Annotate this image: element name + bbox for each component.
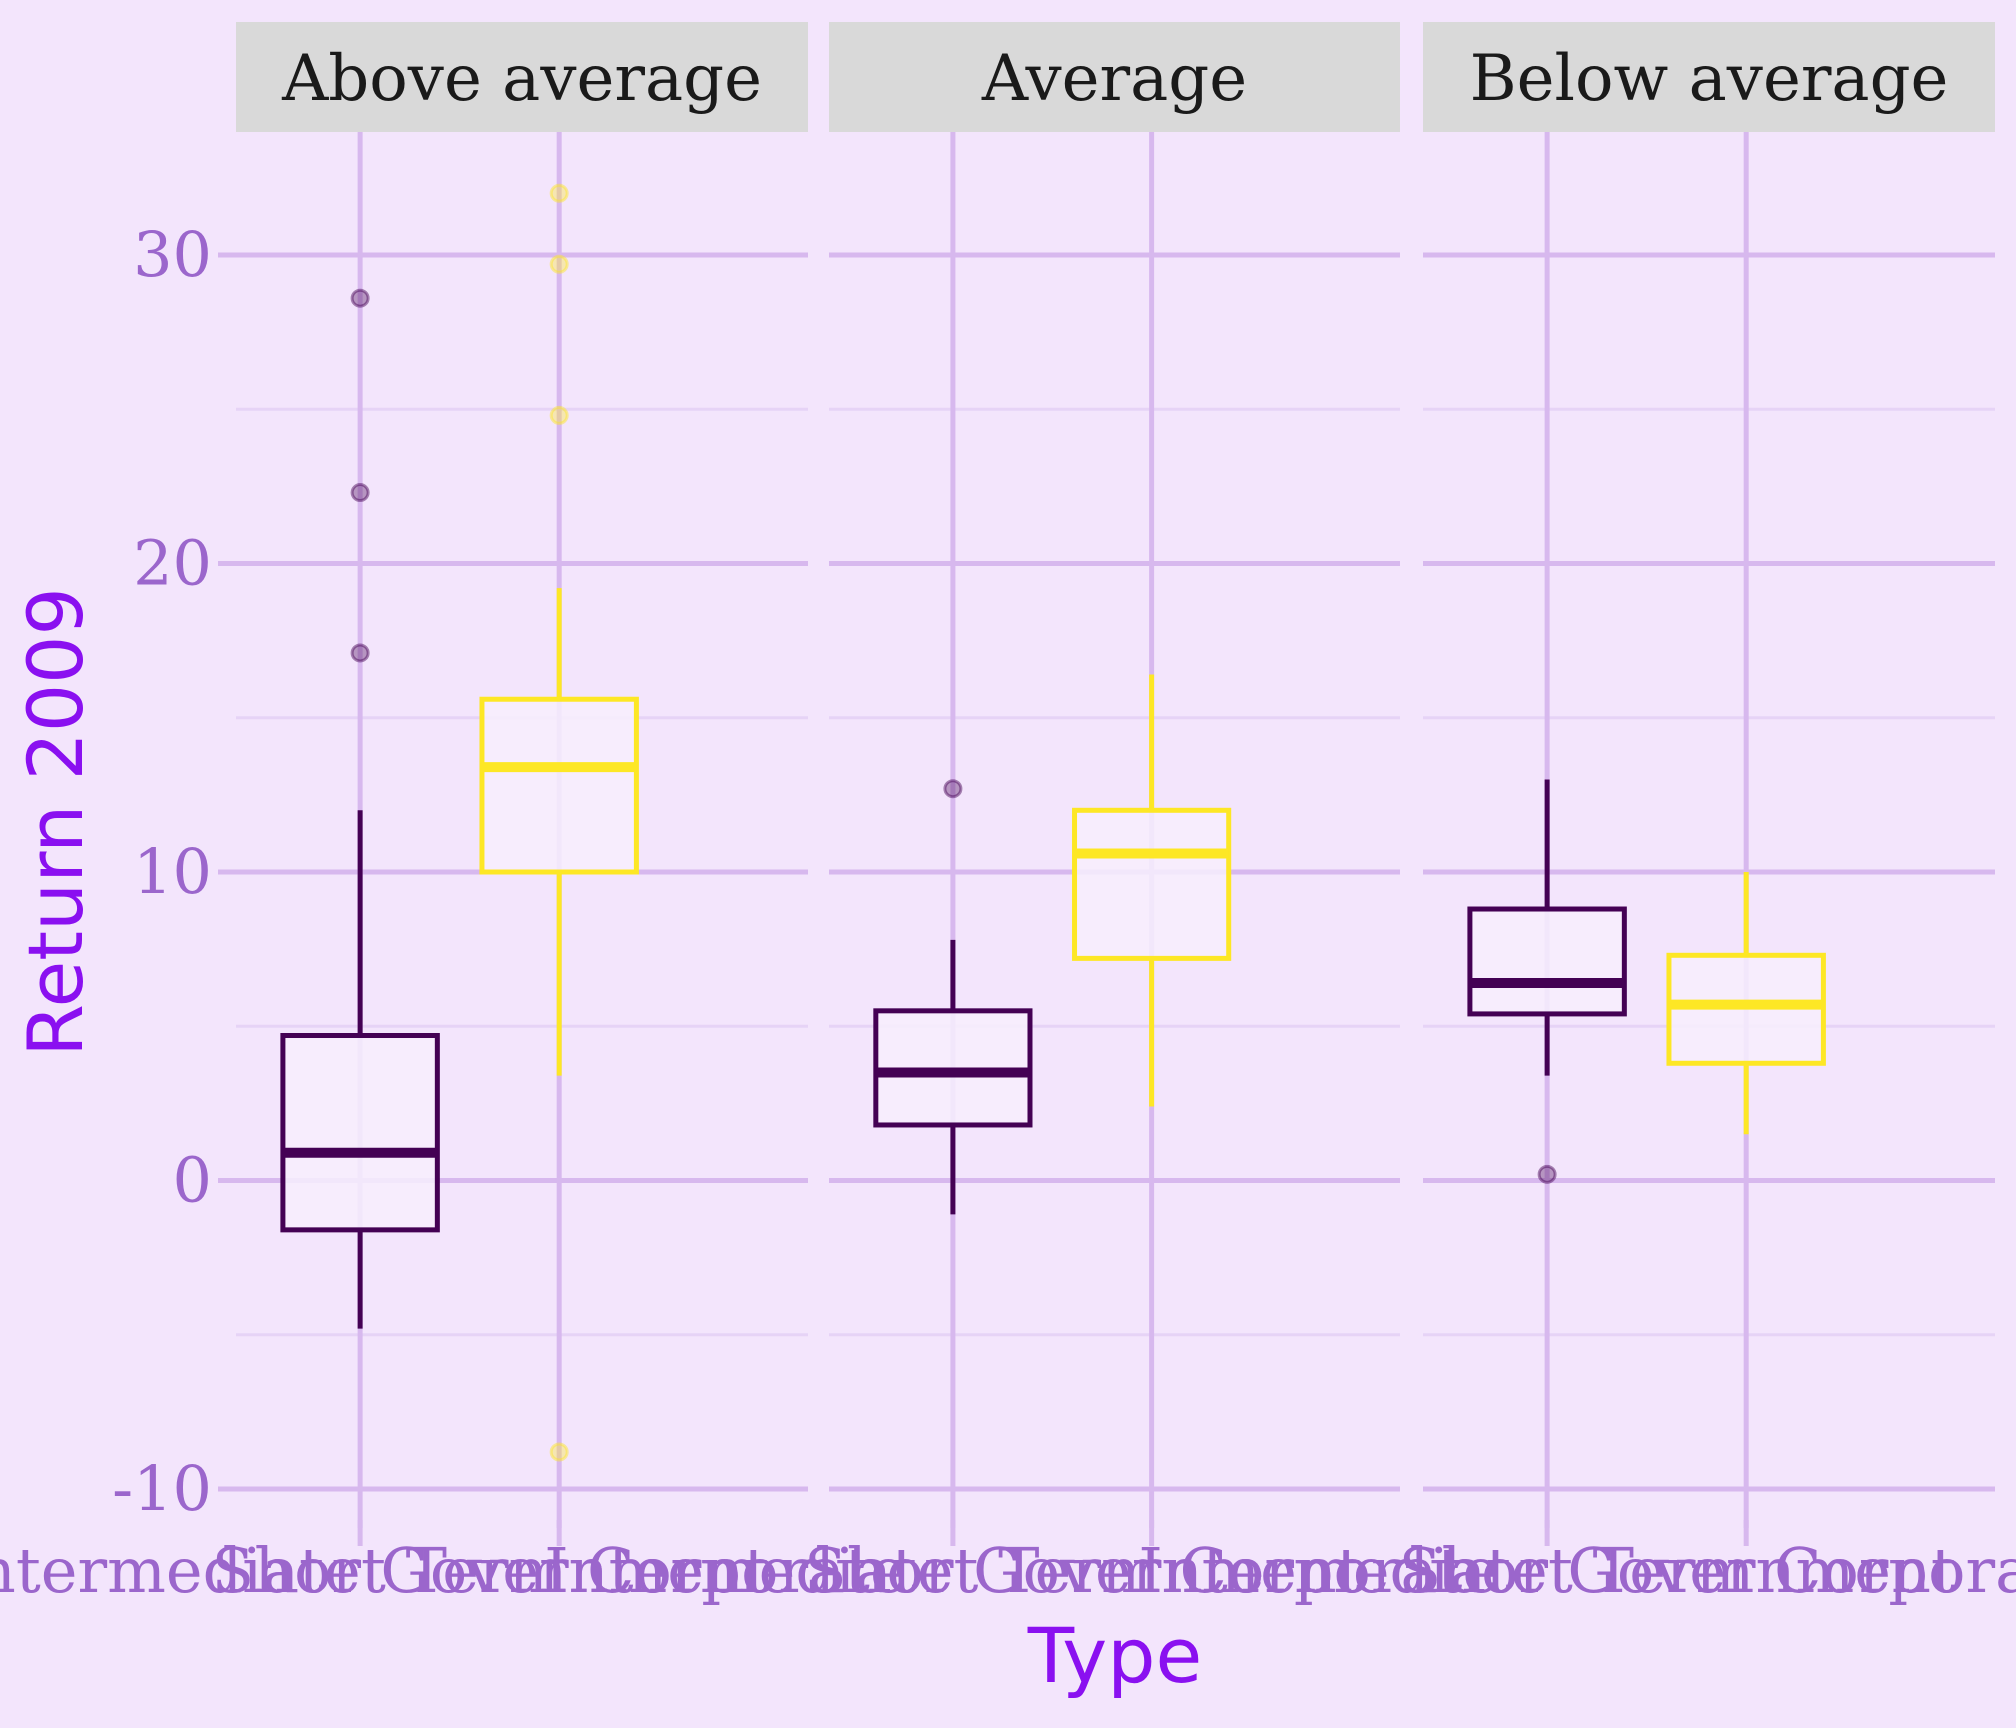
outlier-point (549, 254, 569, 274)
facet-panels: Above average Average Below average (236, 22, 1995, 1528)
x-tick-label: Intermediate Government (1138, 1534, 1955, 1607)
y-tick-label: 20 (133, 527, 212, 600)
facet-strip (236, 22, 808, 132)
box (280, 288, 440, 1329)
facet-label: Above average (281, 42, 762, 116)
box (1467, 779, 1627, 1184)
box-iqr (280, 1033, 440, 1233)
box-iqr (479, 696, 639, 875)
box (1666, 872, 1826, 1135)
x-tick-label: Short Term Corporate (212, 1534, 907, 1607)
y-tick-label: -10 (112, 1452, 212, 1525)
y-axis-title: Return 2009 (11, 587, 100, 1057)
x-tick-label: Short Term Corporate (804, 1534, 1499, 1607)
x-tick-label: Short Term Corporate (1399, 1534, 2016, 1607)
facet-label: Average (981, 42, 1247, 116)
facet-strip (1423, 22, 1995, 132)
outlier-point (549, 183, 569, 203)
outlier-point (350, 483, 370, 503)
outlier-point (943, 779, 963, 799)
y-tick-label: 0 (173, 1144, 212, 1217)
x-tick-label: Intermediate Government (0, 1534, 769, 1607)
outlier-point (549, 1442, 569, 1462)
facet-panel: Average (829, 22, 1400, 1528)
y-tick-label: 10 (133, 835, 212, 908)
box (1072, 674, 1232, 1107)
box-iqr (1072, 807, 1232, 961)
x-tick-label: Intermediate Government (544, 1534, 1361, 1607)
box (479, 183, 639, 1462)
y-tick-label: 30 (133, 218, 212, 291)
x-axis-title: Type (1027, 1611, 1203, 1700)
facet-strip (829, 22, 1400, 132)
y-axis-ticks: -10 0 10 20 30 (112, 218, 236, 1525)
outlier-point (350, 643, 370, 663)
box-iqr (1467, 906, 1627, 1017)
facet-panel: Below average (1423, 22, 1995, 1528)
outlier-point (1537, 1164, 1557, 1184)
outlier-point (549, 405, 569, 425)
facet-label: Below average (1470, 42, 1949, 116)
box (873, 779, 1033, 1215)
facet-panel: Above average (236, 22, 808, 1528)
outlier-point (350, 288, 370, 308)
